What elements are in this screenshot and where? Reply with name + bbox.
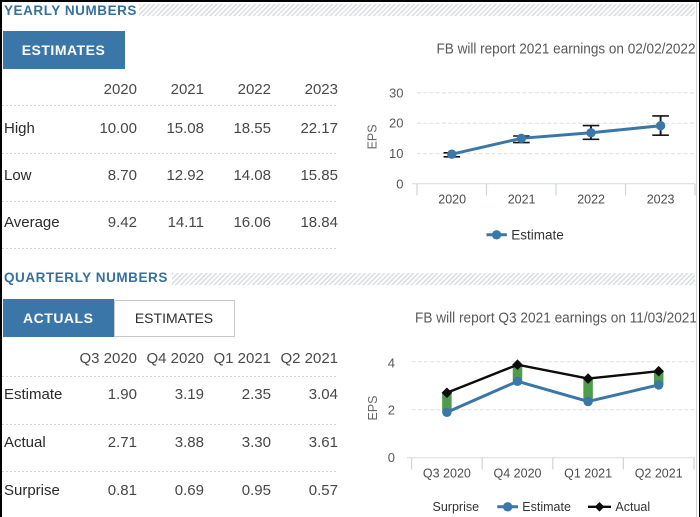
svg-text:Q4 2020: Q4 2020	[494, 467, 542, 481]
svg-text:EPS: EPS	[366, 395, 380, 420]
svg-text:2: 2	[388, 402, 395, 417]
svg-text:EPS: EPS	[366, 124, 380, 149]
svg-text:Q1 2021: Q1 2021	[564, 467, 612, 481]
svg-text:2021: 2021	[508, 192, 536, 206]
svg-text:0: 0	[396, 176, 403, 191]
svg-text:30: 30	[389, 85, 403, 100]
svg-text:20: 20	[389, 116, 403, 131]
svg-text:Q2 2021: Q2 2021	[635, 467, 683, 481]
svg-text:10: 10	[389, 146, 403, 161]
svg-text:0: 0	[388, 450, 395, 465]
svg-text:Actual: Actual	[615, 500, 650, 514]
svg-text:2020: 2020	[438, 192, 466, 206]
svg-text:Estimate: Estimate	[511, 228, 564, 243]
svg-text:Surprise: Surprise	[433, 500, 480, 514]
svg-text:Estimate: Estimate	[522, 500, 571, 514]
svg-text:FB will report Q3 2021 earning: FB will report Q3 2021 earnings on 11/03…	[415, 311, 697, 327]
svg-text:2023: 2023	[647, 192, 675, 206]
svg-text:Q3 2020: Q3 2020	[423, 467, 471, 481]
svg-text:4: 4	[388, 356, 395, 371]
svg-text:2022: 2022	[577, 192, 605, 206]
svg-text:FB will report 2021 earnings o: FB will report 2021 earnings on 02/02/20…	[437, 42, 696, 58]
